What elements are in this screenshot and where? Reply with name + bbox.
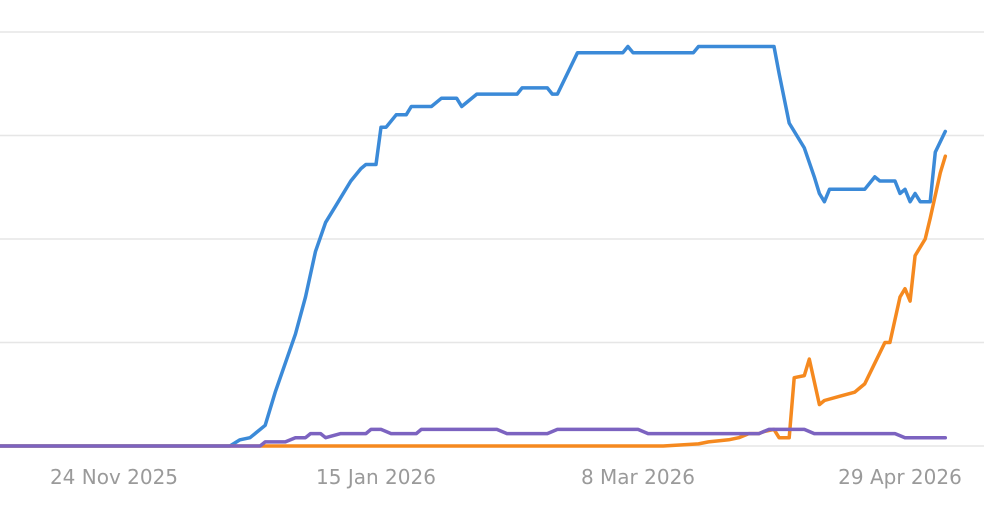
x-tick-label-1: 24 Nov 2025 bbox=[50, 465, 178, 489]
x-tick-label-3: 8 Mar 2026 bbox=[581, 465, 695, 489]
gridlines bbox=[0, 31, 984, 447]
series-line-3 bbox=[0, 427, 948, 448]
x-axis-tick-labels: 24 Nov 2025 15 Jan 2026 8 Mar 2026 29 Apr 2… bbox=[50, 465, 962, 489]
x-tick-label-4: 29 Apr 2026 bbox=[838, 465, 962, 489]
x-tick-label-2: 15 Jan 2026 bbox=[316, 465, 436, 489]
series-line-2 bbox=[0, 154, 948, 448]
series-line-1 bbox=[0, 44, 948, 448]
series-lines bbox=[0, 44, 948, 448]
